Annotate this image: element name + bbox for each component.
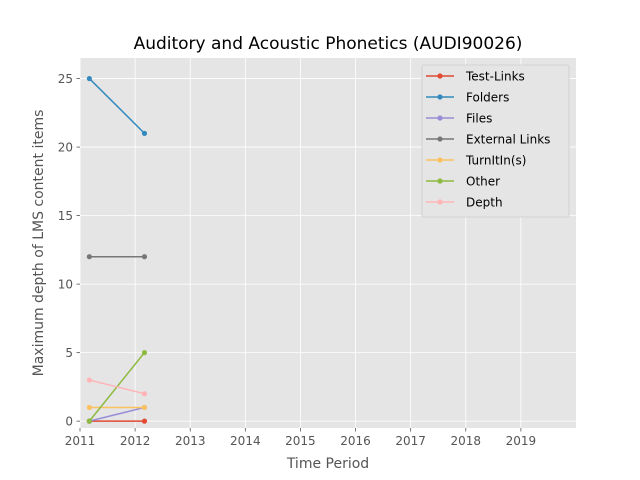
x-tick-label: 2011 bbox=[65, 434, 96, 448]
legend-label: Depth bbox=[466, 196, 503, 210]
grid bbox=[79, 58, 576, 428]
data-point bbox=[141, 350, 148, 356]
y-tick-label: 0 bbox=[65, 415, 73, 429]
x-tick-label: 2013 bbox=[175, 434, 206, 448]
legend-marker bbox=[437, 178, 443, 184]
legend-marker bbox=[437, 136, 443, 142]
legend-label: Folders bbox=[466, 91, 509, 105]
legend-marker bbox=[437, 94, 443, 100]
x-tick-label: 2019 bbox=[506, 434, 537, 448]
data-point bbox=[86, 418, 92, 424]
legend-label: Files bbox=[466, 112, 492, 126]
legend: Test-Links Folders Files External Links Turn… bbox=[421, 64, 570, 218]
y-axis-label: Maximum depth of LMS content items bbox=[31, 110, 47, 377]
x-tick-label: 2015 bbox=[285, 434, 316, 448]
legend-label: Test-Links bbox=[465, 70, 525, 84]
series-line bbox=[89, 406, 145, 422]
data-point bbox=[86, 75, 92, 82]
legend-marker bbox=[437, 73, 443, 79]
legend-label: TurnItIn(s) bbox=[465, 154, 526, 168]
series-line bbox=[88, 78, 146, 134]
data-point bbox=[141, 391, 148, 397]
y-tick-label: 25 bbox=[58, 72, 73, 86]
y-tick-label: 15 bbox=[58, 209, 73, 223]
data-point bbox=[86, 377, 92, 383]
series-layer bbox=[86, 75, 148, 424]
data-point bbox=[141, 418, 148, 424]
series-line bbox=[89, 379, 145, 395]
y-tick-label: 10 bbox=[58, 278, 73, 292]
data-point bbox=[141, 254, 148, 260]
y-tick-label: 5 bbox=[65, 346, 73, 360]
legend-marker bbox=[437, 157, 443, 163]
chart-title: Auditory and Acoustic Phonetics (AUDI900… bbox=[134, 34, 523, 54]
x-tick-label: 2018 bbox=[451, 434, 482, 448]
ticks: 2011 2012 2013 2014 2015 2016 2017 2018 20190510… bbox=[58, 72, 536, 448]
x-tick-label: 2014 bbox=[230, 434, 261, 448]
legend-label: External Links bbox=[466, 133, 550, 147]
legend-marker bbox=[437, 115, 443, 121]
legend-box bbox=[421, 64, 570, 218]
data-point bbox=[141, 130, 148, 136]
x-tick-label: 2017 bbox=[395, 434, 426, 448]
x-tick-label: 2012 bbox=[120, 434, 151, 448]
data-point bbox=[86, 404, 92, 411]
y-tick-label: 20 bbox=[58, 141, 73, 155]
data-point bbox=[141, 404, 148, 411]
data-point bbox=[86, 254, 92, 260]
x-tick-label: 2016 bbox=[340, 434, 371, 448]
x-axis-label: Time Period bbox=[286, 456, 369, 472]
legend-marker bbox=[437, 199, 443, 205]
legend-label: Other bbox=[466, 175, 500, 189]
